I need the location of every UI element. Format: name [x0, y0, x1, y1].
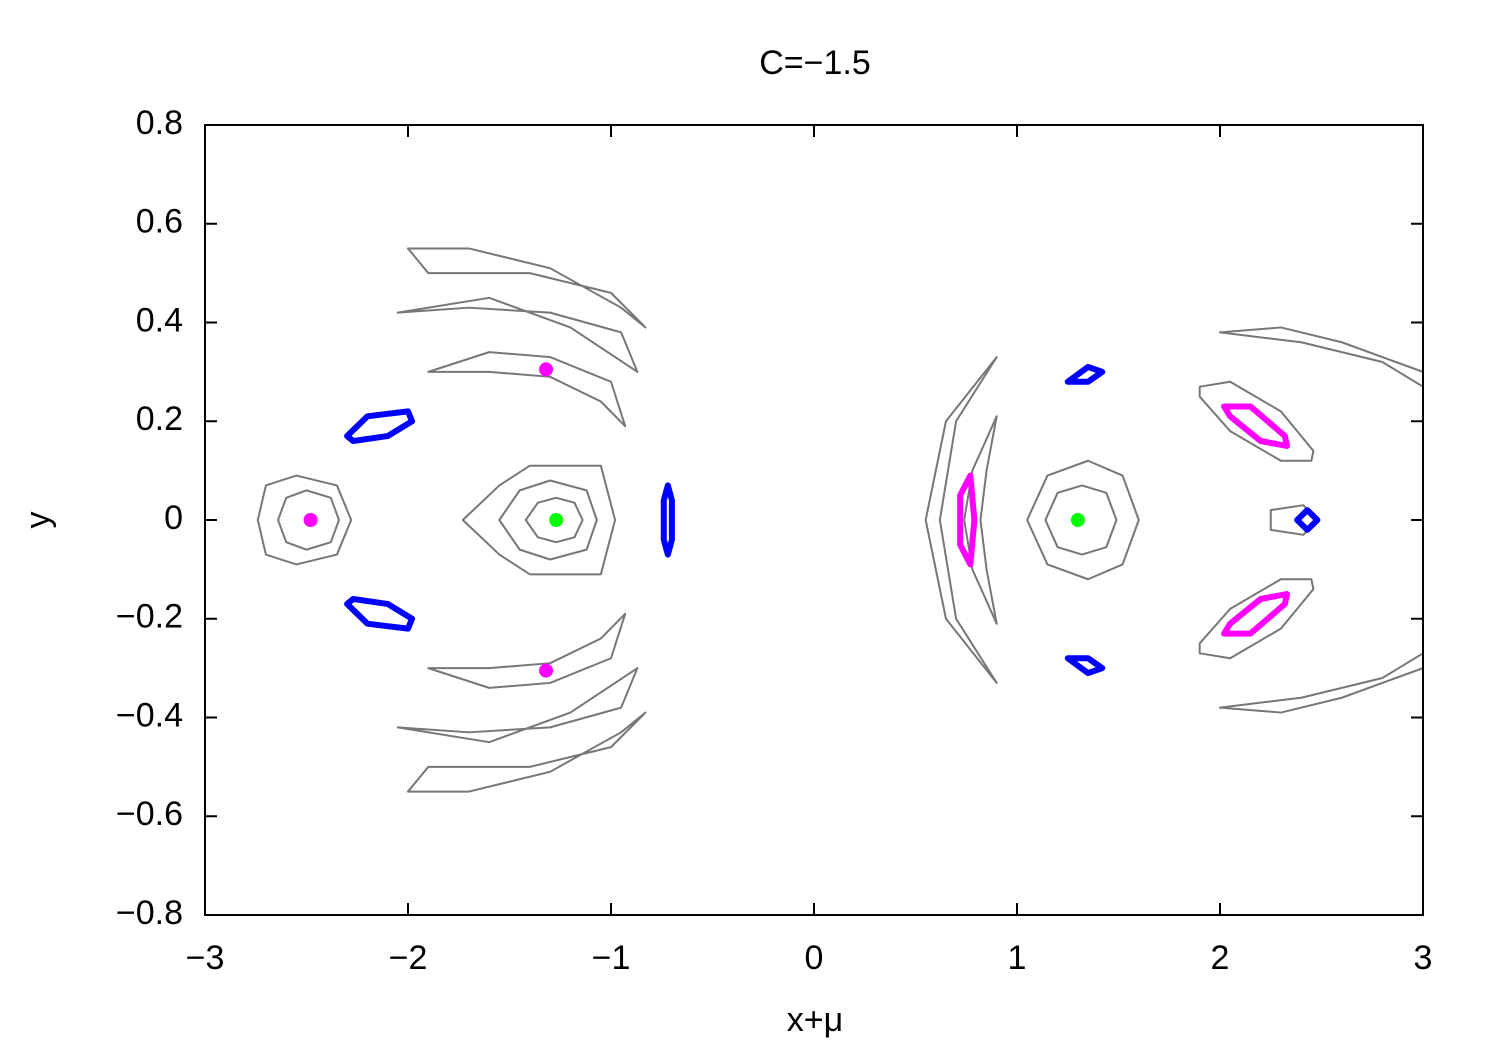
- orbit: [963, 415, 998, 625]
- chart-title: C=−1.5: [759, 44, 871, 82]
- orbit: [344, 596, 416, 632]
- orbit: [498, 479, 598, 561]
- orbit: [524, 496, 584, 544]
- y-tick-label: 0.8: [136, 104, 183, 142]
- orbit: [1064, 363, 1106, 385]
- y-axis-label: y: [19, 512, 57, 529]
- orbit: [1294, 507, 1321, 533]
- orbit: [407, 711, 647, 793]
- orbit: [427, 612, 627, 689]
- orbit: [957, 472, 978, 568]
- x-tick-label: 3: [1414, 939, 1433, 977]
- plot-frame: [204, 124, 1424, 916]
- orbit: [396, 667, 639, 744]
- x-tick-label: −1: [592, 939, 631, 977]
- orbit: [427, 351, 627, 428]
- y-tick-label: 0: [164, 499, 183, 537]
- orbit: [1026, 459, 1140, 581]
- orbit: [1064, 655, 1106, 677]
- y-tick-label: −0.4: [116, 696, 183, 734]
- orbit: [1219, 652, 1424, 714]
- y-tick-label: 0.2: [136, 400, 183, 438]
- x-axis-label: x+μ: [787, 1001, 843, 1039]
- orbit: [277, 489, 340, 551]
- orbit: [1221, 403, 1290, 449]
- orbit: [1219, 326, 1424, 388]
- orbit: [1044, 484, 1118, 556]
- x-tick-label: −3: [186, 939, 225, 977]
- y-tick-label: 0.6: [136, 203, 183, 241]
- orbit-center: [1070, 513, 1085, 527]
- y-tick-label: −0.6: [116, 795, 183, 833]
- orbit-center: [303, 513, 318, 527]
- orbit-center: [549, 513, 564, 527]
- x-tick-label: −2: [389, 939, 428, 977]
- orbit: [256, 474, 353, 566]
- orbit: [396, 296, 639, 373]
- orbit-center: [539, 663, 554, 678]
- orbit: [407, 247, 647, 329]
- orbit: [924, 356, 998, 684]
- orbit: [1198, 380, 1315, 462]
- x-tick-label: 1: [1008, 939, 1027, 977]
- y-tick-label: −0.2: [116, 598, 183, 636]
- x-tick-label: 0: [805, 939, 824, 977]
- orbit-center: [539, 362, 554, 377]
- orbit: [1198, 578, 1315, 660]
- orbit: [344, 408, 416, 444]
- x-tick-label: 2: [1211, 939, 1230, 977]
- orbit: [461, 464, 617, 576]
- orbit: [660, 482, 675, 558]
- orbit: [1221, 591, 1290, 637]
- y-tick-label: 0.4: [136, 301, 183, 339]
- y-tick-label: −0.8: [116, 894, 183, 932]
